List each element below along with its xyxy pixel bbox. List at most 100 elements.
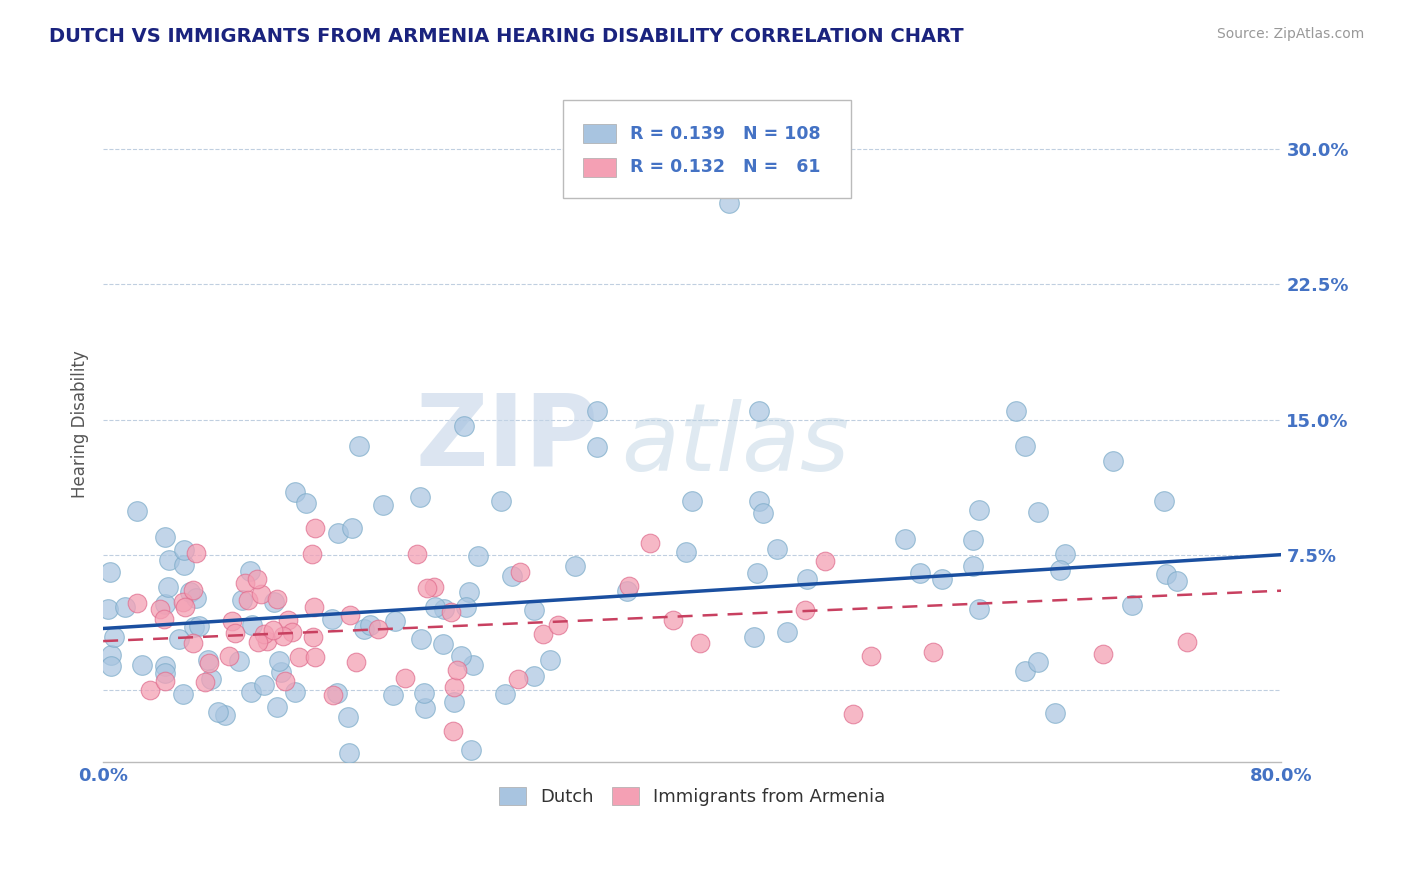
Point	[342, 521, 364, 535]
FancyBboxPatch shape	[582, 158, 616, 177]
Point	[339, 607, 361, 622]
Point	[271, 629, 294, 643]
Point	[1005, 403, 1028, 417]
Point	[347, 439, 370, 453]
Point	[1026, 504, 1049, 518]
Point	[415, 581, 437, 595]
Point	[221, 614, 243, 628]
Point	[262, 624, 284, 638]
Point	[301, 547, 323, 561]
Point	[384, 614, 406, 628]
Point	[184, 546, 207, 560]
Point	[153, 665, 176, 680]
Point	[413, 701, 436, 715]
Point	[371, 498, 394, 512]
Point	[236, 592, 259, 607]
Point	[353, 622, 375, 636]
Point	[1014, 439, 1036, 453]
Point	[100, 659, 122, 673]
Point	[149, 602, 172, 616]
Point	[842, 707, 865, 722]
Point	[304, 650, 326, 665]
Point	[250, 586, 273, 600]
Point	[157, 552, 180, 566]
Point	[794, 603, 817, 617]
Point	[745, 566, 768, 580]
Point	[246, 572, 269, 586]
Point	[432, 637, 454, 651]
Point	[266, 592, 288, 607]
Point	[509, 565, 531, 579]
Point	[382, 688, 405, 702]
Point	[423, 600, 446, 615]
Point	[224, 626, 246, 640]
Point	[1154, 567, 1177, 582]
Point	[344, 655, 367, 669]
Point	[270, 665, 292, 679]
Point	[531, 627, 554, 641]
Point	[125, 503, 148, 517]
Point	[1049, 563, 1071, 577]
Point	[100, 648, 122, 662]
Point	[742, 630, 765, 644]
Point	[284, 685, 307, 699]
Point	[337, 709, 360, 723]
Point	[501, 569, 523, 583]
Point	[394, 671, 416, 685]
Point	[194, 674, 217, 689]
Point	[197, 656, 219, 670]
Point	[1121, 599, 1143, 613]
Point	[461, 658, 484, 673]
Point	[718, 196, 741, 211]
Legend: Dutch, Immigrants from Armenia: Dutch, Immigrants from Armenia	[492, 780, 893, 814]
Point	[894, 532, 917, 546]
Point	[1054, 547, 1077, 561]
Point	[508, 673, 530, 687]
Point	[564, 558, 586, 573]
Point	[125, 596, 148, 610]
Point	[522, 789, 544, 803]
Point	[1102, 453, 1125, 467]
Point	[752, 506, 775, 520]
Point	[288, 650, 311, 665]
FancyBboxPatch shape	[562, 100, 852, 198]
Point	[253, 678, 276, 692]
Point	[547, 618, 569, 632]
Point	[585, 440, 607, 454]
Point	[962, 559, 984, 574]
Point	[413, 686, 436, 700]
Point	[408, 490, 430, 504]
Point	[1043, 706, 1066, 721]
Point	[908, 566, 931, 580]
Point	[281, 625, 304, 640]
Text: R = 0.139   N = 108: R = 0.139 N = 108	[630, 125, 821, 143]
Point	[967, 602, 990, 616]
FancyBboxPatch shape	[582, 124, 616, 143]
Point	[179, 585, 201, 599]
Point	[523, 603, 546, 617]
Point	[131, 657, 153, 672]
Point	[274, 674, 297, 689]
Point	[181, 635, 204, 649]
Text: ZIP: ZIP	[415, 389, 598, 486]
Point	[173, 558, 195, 572]
Point	[218, 648, 240, 663]
Point	[188, 619, 211, 633]
Point	[186, 591, 208, 605]
Point	[1091, 647, 1114, 661]
Point	[538, 653, 561, 667]
Point	[450, 648, 472, 663]
Point	[443, 695, 465, 709]
Point	[200, 672, 222, 686]
Point	[256, 634, 278, 648]
Point	[748, 403, 770, 417]
Point	[277, 613, 299, 627]
Point	[100, 565, 122, 579]
Point	[411, 632, 433, 647]
Point	[675, 545, 697, 559]
Point	[443, 680, 465, 694]
Point	[197, 653, 219, 667]
Point	[155, 597, 177, 611]
Point	[661, 613, 683, 627]
Point	[467, 549, 489, 563]
